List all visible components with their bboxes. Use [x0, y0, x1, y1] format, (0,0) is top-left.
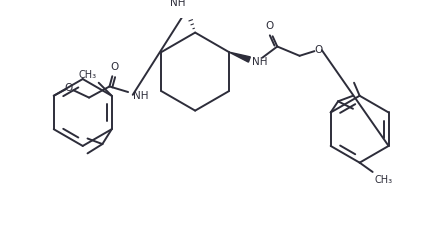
Text: O: O	[110, 62, 118, 72]
Text: CH₃: CH₃	[375, 175, 392, 185]
Text: O: O	[266, 21, 274, 31]
Text: O: O	[64, 83, 73, 93]
Text: O: O	[314, 45, 322, 55]
Text: CH₃: CH₃	[79, 70, 97, 80]
Polygon shape	[229, 52, 250, 62]
Text: NH: NH	[170, 0, 186, 8]
Text: NH: NH	[133, 91, 148, 101]
Text: NH: NH	[252, 57, 268, 67]
